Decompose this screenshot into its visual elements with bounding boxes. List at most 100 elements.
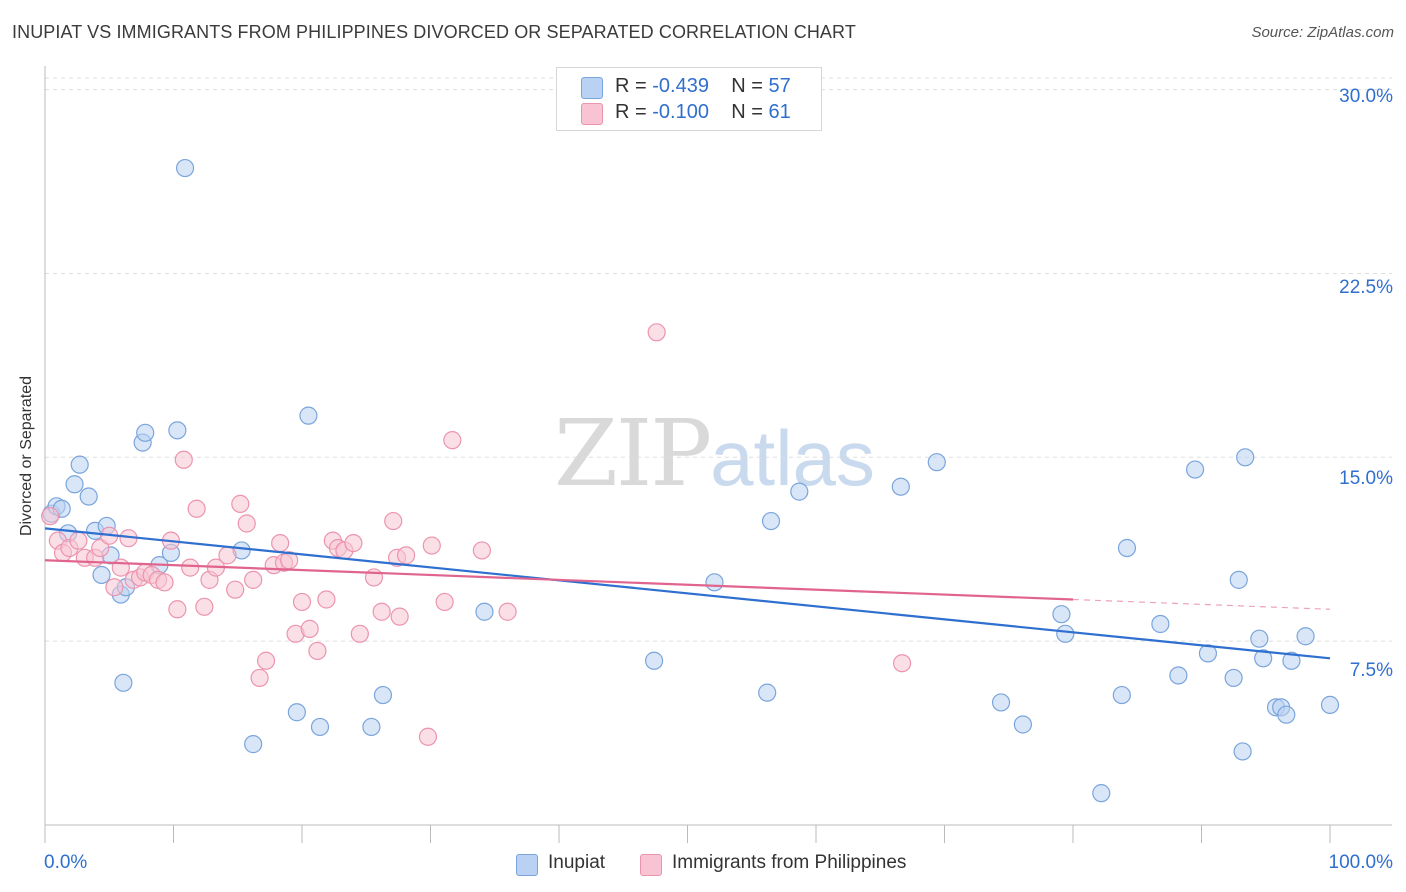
inupiat-point <box>1320 695 1340 714</box>
philippines-point <box>244 570 263 589</box>
inupiat-point <box>114 673 133 692</box>
philippines-point <box>155 573 174 592</box>
inupiat-point <box>92 565 111 585</box>
philippines-point <box>231 494 250 513</box>
series-swatch-pink <box>640 854 662 876</box>
inupiat-point <box>1185 460 1205 479</box>
inupiat-point <box>1277 705 1296 724</box>
inupiat-point <box>991 693 1011 712</box>
philippines-point <box>647 323 666 342</box>
y-tick-label: 30.0% <box>1339 86 1393 107</box>
legend-swatch-blue <box>581 77 603 99</box>
trend-lines <box>44 527 1331 660</box>
philippines-point <box>91 538 110 558</box>
inupiat-point <box>1250 629 1269 648</box>
inupiat-point <box>761 511 781 531</box>
inupiat-point <box>1117 538 1137 558</box>
legend-r-label: R = <box>615 75 653 97</box>
philippines-point <box>226 580 245 599</box>
inupiat-point <box>1092 784 1111 803</box>
philippines-point <box>418 727 438 746</box>
inupiat-point <box>310 717 330 737</box>
inupiat-point <box>1169 666 1188 685</box>
x-tick-label-max: 100.0% <box>1328 852 1393 873</box>
legend-r-value: -0.439 <box>652 75 709 97</box>
inupiat-trend-line <box>44 527 1331 660</box>
philippines-point <box>892 654 912 673</box>
axes <box>44 66 1392 843</box>
inupiat-point <box>758 683 777 702</box>
correlation-legend: R = -0.439 N = 57 R = -0.100 N = 61 <box>556 67 822 131</box>
watermark-zip: ZIP <box>554 400 712 507</box>
philippines-trend-line-extension <box>1072 598 1331 610</box>
inupiat-point <box>244 735 263 754</box>
philippines-point <box>364 568 384 587</box>
y-tick-label: 22.5% <box>1339 277 1393 298</box>
philippines-point <box>168 600 187 619</box>
inupiat-point <box>168 421 187 440</box>
chart-title: INUPIAT VS IMMIGRANTS FROM PHILIPPINES D… <box>12 22 856 42</box>
philippines-point <box>105 578 124 597</box>
philippines-point <box>111 558 130 577</box>
y-axis-label: Divorced or Separated <box>18 375 35 537</box>
philippines-point <box>498 602 517 621</box>
inupiat-point <box>1254 649 1273 668</box>
philippines-point <box>41 507 60 526</box>
philippines-point <box>69 531 88 550</box>
philippines-point <box>350 624 369 643</box>
philippines-point <box>317 590 336 609</box>
legend-r-value: -0.100 <box>652 101 709 123</box>
philippines-point <box>443 431 462 450</box>
inupiat-point <box>705 573 724 592</box>
legend-n-value: 57 <box>768 75 791 97</box>
philippines-point <box>292 592 312 612</box>
philippines-point <box>344 534 363 553</box>
inupiat-point <box>175 158 195 178</box>
inupiat-point <box>1229 570 1248 589</box>
inupiat-point <box>644 651 664 670</box>
philippines-point <box>181 558 200 577</box>
series-name: Immigrants from Philippines <box>672 852 907 873</box>
legend-n-value: 61 <box>768 101 791 123</box>
chart-source: Source: ZipAtlas.com <box>1251 24 1394 41</box>
inupiat-point <box>1236 448 1255 467</box>
philippines-point <box>422 536 441 555</box>
philippines-trend-line <box>44 559 1074 601</box>
philippines-point <box>300 619 319 638</box>
inupiat-point <box>1296 627 1315 646</box>
philippines-point <box>256 651 276 670</box>
inupiat-point <box>1233 742 1252 761</box>
philippines-point <box>237 514 256 533</box>
series-name: Inupiat <box>548 852 606 873</box>
inupiat-point <box>136 423 155 442</box>
inupiat-point <box>1282 651 1301 670</box>
inupiat-point <box>287 703 306 722</box>
legend-swatch-pink <box>581 103 603 125</box>
philippines-point <box>396 546 416 565</box>
legend-n-label: N = <box>731 75 769 97</box>
x-tick-label-min: 0.0% <box>44 852 88 873</box>
inupiat-point <box>475 602 494 621</box>
philippines-point <box>384 511 403 531</box>
y-tick-label: 7.5% <box>1349 660 1393 681</box>
inupiat-point <box>1052 605 1071 624</box>
series-swatch-blue <box>516 854 538 876</box>
inupiat-point <box>1151 614 1170 634</box>
inupiat-point <box>362 717 381 737</box>
inupiat-point <box>79 487 98 506</box>
philippines-point <box>250 668 269 688</box>
inupiat-point <box>373 685 393 705</box>
philippines-point <box>271 534 290 553</box>
philippines-point <box>308 641 327 661</box>
inupiat-point <box>1224 668 1243 688</box>
inupiat-point <box>790 482 809 501</box>
inupiat-point <box>65 475 84 494</box>
philippines-point <box>195 597 214 616</box>
inupiat-point <box>1056 624 1075 643</box>
y-tick-label: 15.0% <box>1339 468 1393 489</box>
philippines-point <box>472 541 491 560</box>
legend-n-label: N = <box>731 101 769 123</box>
philippines-point <box>174 450 193 469</box>
inupiat-point <box>299 406 318 425</box>
inupiat-point <box>1013 715 1032 734</box>
